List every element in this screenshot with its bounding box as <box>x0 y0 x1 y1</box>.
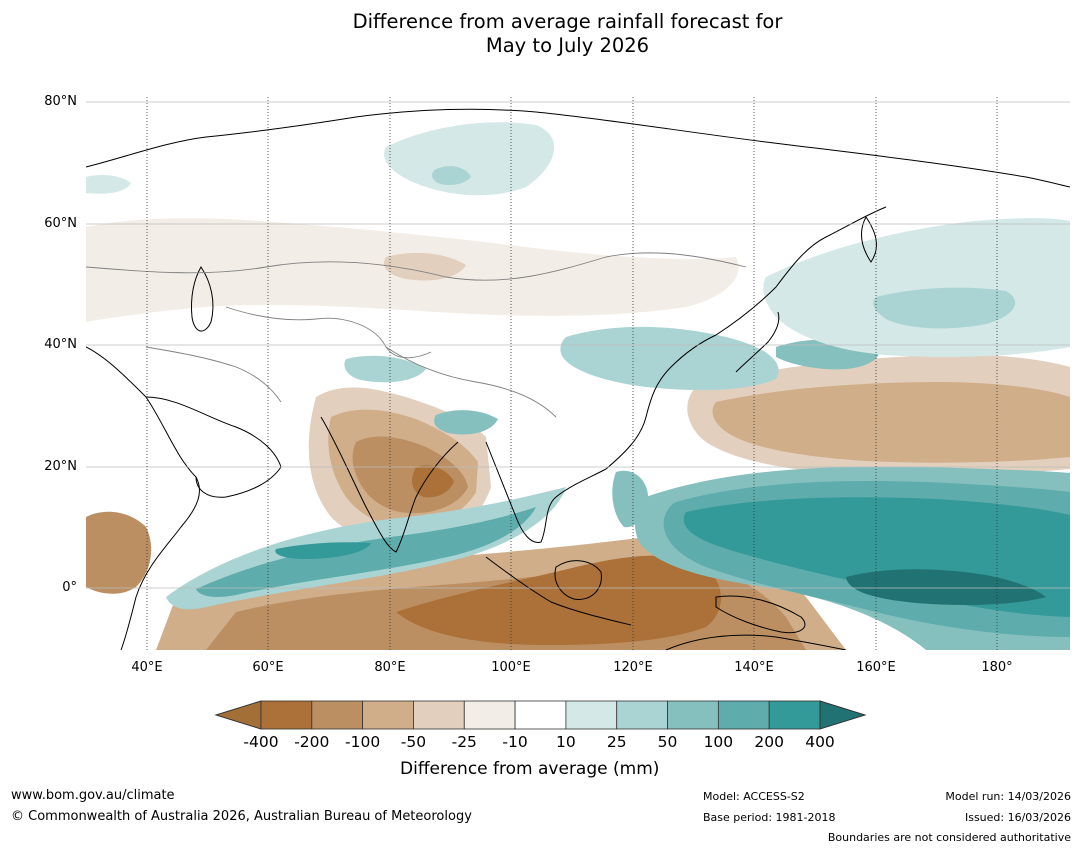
colorbar-tick-label: -25 <box>451 733 477 751</box>
footer-model: Model: ACCESS-S2 <box>703 790 805 803</box>
coastline-new-guinea <box>715 595 806 634</box>
coastline-china <box>605 334 717 470</box>
wet-region-arctic-core <box>432 166 471 185</box>
coastline-korea-russia <box>715 206 887 336</box>
wet-region-equatorial-core <box>196 507 536 597</box>
wet-region-bay-of-bengal <box>434 410 498 435</box>
colorbar-tick-label: -50 <box>400 733 427 751</box>
lon-label-100e: 100°E <box>491 660 531 675</box>
graticule <box>86 97 1070 650</box>
dry-region-east-africa <box>86 511 152 594</box>
coastline-africa-arabia <box>86 346 200 650</box>
country-borders <box>86 252 747 418</box>
title-line-1: Difference from average rainfall forecas… <box>352 10 783 33</box>
map-canvas <box>86 97 1070 650</box>
meridians <box>146 97 998 650</box>
footer-issued: Issued: 16/03/2026 <box>964 811 1071 824</box>
coastline-arabia <box>145 396 282 498</box>
wet-region-equatorial-max <box>275 542 371 559</box>
colorbar <box>214 700 867 730</box>
border-central-asia <box>225 306 432 359</box>
colorbar-cell <box>768 700 821 730</box>
footer-url[interactable]: www.bom.gov.au/climate <box>11 788 175 803</box>
colorbar-cell <box>362 700 414 730</box>
colorbar-cell <box>463 700 516 730</box>
wet-region-bay-of-bengal-north <box>344 355 426 383</box>
colorbar-cell <box>514 700 567 730</box>
footer-base-period: Base period: 1981-2018 <box>703 811 836 824</box>
footer-copyright: © Commonwealth of Australia 2026, Austra… <box>11 809 472 824</box>
colorbar-tick-label: -200 <box>294 733 330 751</box>
footer-disclaimer: Boundaries are not considered authoritat… <box>827 831 1071 844</box>
colorbar-tick-label: -100 <box>345 733 381 751</box>
colorbar-cell <box>667 700 719 730</box>
coastline-australia-north <box>665 634 847 650</box>
coastline-sumatra-java <box>485 556 632 626</box>
wet-anomaly-layer <box>86 122 1070 650</box>
wet-region-north-pacific-east <box>763 218 1070 357</box>
triangle-right-icon <box>819 700 867 730</box>
lon-label-80e: 80°E <box>374 660 406 675</box>
wet-region-scandinavia <box>86 175 131 194</box>
lat-label-80n: 80°N <box>44 94 77 109</box>
colorbar-cell <box>413 700 465 730</box>
lat-label-40n: 40°N <box>44 337 77 352</box>
dry-region-india-max <box>412 465 454 498</box>
colorbar-tick-label: -10 <box>502 733 528 751</box>
coastline-caspian <box>191 266 214 332</box>
wet-region-north-pacific-east-core <box>873 287 1016 329</box>
colorbar-label: Difference from average (mm) <box>400 759 660 779</box>
dry-region-indonesia <box>396 555 721 645</box>
coastline-arctic <box>86 108 1070 188</box>
lon-label-120e: 120°E <box>613 660 653 675</box>
colorbar-cell <box>260 700 313 730</box>
coastline-japan <box>735 311 780 373</box>
colorbar-tick-label: 50 <box>657 733 678 751</box>
lat-label-20n: 20°N <box>44 459 77 474</box>
lon-label-180: 180° <box>981 660 1013 675</box>
wet-region-east-china <box>560 326 779 391</box>
colorbar-cell <box>311 700 364 730</box>
wet-region-philippines <box>612 470 648 528</box>
lon-label-40e: 40°E <box>131 660 163 675</box>
map-title: Difference from average rainfall forecas… <box>0 10 1081 58</box>
lon-label-60e: 60°E <box>252 660 284 675</box>
border-china-west <box>385 346 557 418</box>
wet-region-arctic <box>384 122 555 196</box>
rainfall-map <box>86 97 1070 650</box>
lat-label-equator: 0° <box>62 580 77 595</box>
border-middle-east <box>145 346 282 403</box>
lon-label-160e: 160°E <box>856 660 896 675</box>
parallels <box>86 101 1070 589</box>
coastlines <box>86 108 1070 650</box>
colorbar-cells <box>260 700 821 730</box>
border-russia-south <box>86 252 747 281</box>
colorbar-tick-label: 100 <box>703 733 734 751</box>
colorbar-tick-label: 400 <box>805 733 835 751</box>
coastline-se-asia <box>485 441 607 543</box>
colorbar-tick-label: -400 <box>243 733 279 751</box>
dry-region-siberia-patch <box>384 252 466 281</box>
colorbar-cell <box>717 700 770 730</box>
title-line-2: May to July 2026 <box>485 34 650 57</box>
lon-label-140e: 140°E <box>734 660 774 675</box>
colorbar-tick-label: 10 <box>556 733 576 751</box>
dry-region-north-pacific-inner <box>712 382 1070 463</box>
colorbar-tick-label: 25 <box>606 733 627 751</box>
colorbar-cell <box>616 700 668 730</box>
footer-model-run: Model run: 14/03/2026 <box>945 790 1071 803</box>
coastline-borneo <box>554 560 602 600</box>
colorbar-cell <box>565 700 618 730</box>
coastline-kamchatka <box>860 216 877 263</box>
lat-label-60n: 60°N <box>44 216 77 231</box>
colorbar-tick-label: 200 <box>754 733 784 751</box>
triangle-left-icon <box>214 700 262 730</box>
wet-region-western-pacific-max <box>846 569 1046 605</box>
